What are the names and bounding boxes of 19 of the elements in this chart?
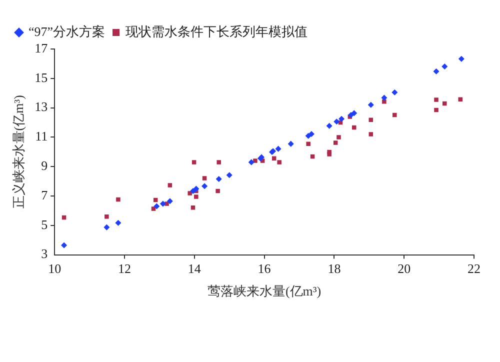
x-tick-label: 10 xyxy=(48,261,62,276)
y-tick-label: 13 xyxy=(34,99,48,114)
y-tick-label: 3 xyxy=(41,246,48,262)
x-tick-label: 20 xyxy=(398,261,411,276)
y-tick-label: 15 xyxy=(34,70,48,85)
y-axis-title: 正义峡来水量(亿m³) xyxy=(11,95,26,209)
y-tick-label: 7 xyxy=(41,187,48,202)
y-tick-label: 9 xyxy=(41,158,48,174)
legend-label: 现状需水条件下长系列年模拟值 xyxy=(126,24,308,39)
x-axis-title: 莺落峡来水量(亿m³) xyxy=(207,284,322,299)
y-tick-label: 11 xyxy=(35,128,48,144)
y-tick-label: 5 xyxy=(41,216,48,232)
x-tick-label: 16 xyxy=(258,261,272,276)
y-tick-label: 17 xyxy=(34,40,48,56)
x-tick-label: 14 xyxy=(188,261,202,276)
x-tick-label: 18 xyxy=(328,261,341,276)
x-tick-label: 12 xyxy=(118,261,131,276)
legend-label: “97”分水方案 xyxy=(28,24,106,39)
x-tick-label: 22 xyxy=(468,261,480,276)
